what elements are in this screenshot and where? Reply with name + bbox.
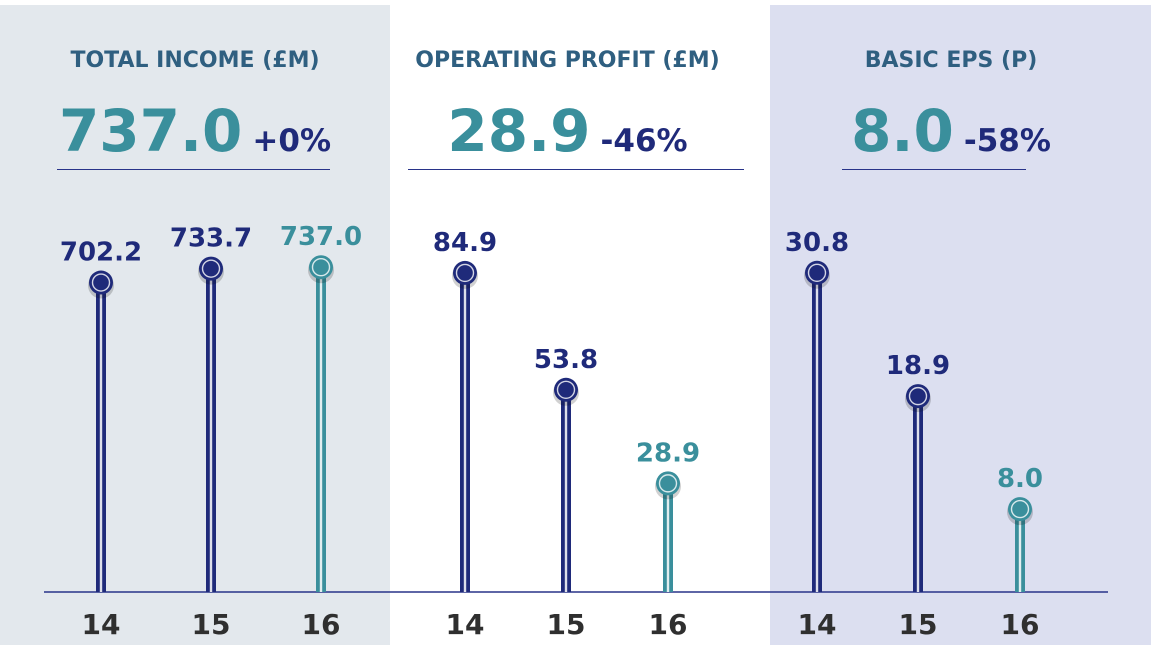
- data-label: 28.9: [636, 438, 700, 468]
- headline-underline: [57, 169, 330, 170]
- data-label: 702.2: [60, 238, 142, 268]
- panel-basic-eps: BASIC EPS (P) 8.0 -58%: [770, 5, 1151, 645]
- panel-title: TOTAL INCOME (£M): [70, 48, 320, 73]
- marker-ring: [201, 259, 221, 278]
- headline-value: 8.0: [851, 97, 954, 165]
- headline-change: -46%: [600, 123, 688, 159]
- bar-stem-highlight: [1018, 509, 1022, 592]
- x-tick-label: 15: [899, 608, 938, 641]
- data-label: 18.9: [886, 351, 950, 381]
- data-label: 30.8: [785, 228, 849, 258]
- panel-title: OPERATING PROFIT (£M): [415, 48, 720, 73]
- bar-stem-highlight: [916, 396, 920, 592]
- bar-stem-highlight: [463, 272, 467, 592]
- panel-operating-profit: OPERATING PROFIT (£M) 28.9 -46%: [390, 5, 770, 645]
- headline: 28.9 -46%: [390, 97, 745, 165]
- marker-ring: [455, 263, 475, 283]
- marker-ring: [807, 263, 827, 282]
- headline-change: -58%: [963, 123, 1051, 159]
- data-label: 84.9: [433, 228, 497, 258]
- data-label: 53.8: [534, 345, 598, 375]
- x-tick-label: 15: [192, 608, 231, 641]
- marker-ring: [908, 386, 928, 406]
- bar-stem-highlight: [99, 282, 103, 592]
- x-tick-label: 16: [1001, 608, 1040, 641]
- marker-ring: [658, 474, 678, 493]
- headline-underline: [408, 169, 744, 170]
- headline-underline: [842, 169, 1026, 170]
- headline-change: +0%: [252, 123, 332, 159]
- x-tick-label: 14: [446, 608, 485, 641]
- headline-value: 28.9: [447, 97, 591, 165]
- data-label: 733.7: [170, 224, 252, 254]
- marker-ring: [91, 273, 111, 292]
- bar-stem-highlight: [319, 267, 323, 592]
- headline-value: 737.0: [58, 97, 243, 165]
- bar-stem-highlight: [564, 389, 568, 592]
- panel-title: BASIC EPS (P): [864, 48, 1038, 73]
- marker-ring: [556, 380, 576, 400]
- x-tick-label: 14: [82, 608, 121, 641]
- bar-stem-highlight: [666, 483, 670, 592]
- headline: 737.0 +0%: [0, 97, 390, 165]
- data-label: 737.0: [280, 222, 362, 252]
- bar-stem-highlight: [209, 268, 213, 592]
- data-label: 8.0: [997, 464, 1043, 494]
- x-tick-label: 16: [649, 608, 688, 641]
- headline: 8.0 -58%: [770, 97, 1132, 165]
- x-tick-label: 14: [798, 608, 837, 641]
- x-tick-label: 15: [547, 608, 586, 641]
- marker-ring: [1010, 499, 1030, 519]
- marker-ring: [311, 257, 331, 277]
- bar-stem-highlight: [815, 272, 819, 592]
- x-tick-label: 16: [302, 608, 341, 641]
